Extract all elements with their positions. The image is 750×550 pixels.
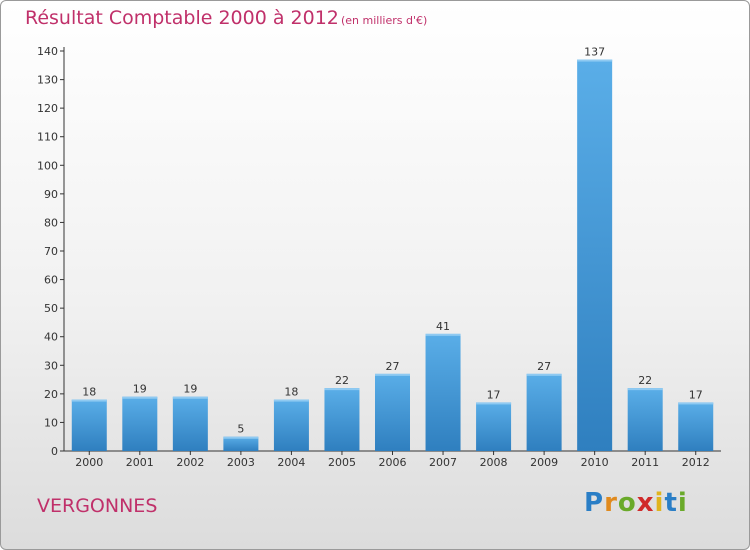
y-tick-label: 60 <box>44 274 58 287</box>
y-tick-label: 130 <box>37 74 58 87</box>
x-tick-label: 2009 <box>530 456 558 469</box>
bar-top-highlight <box>324 388 360 391</box>
data-label: 19 <box>133 383 147 396</box>
proxiti-logo: Proxiti <box>584 488 688 518</box>
x-tick-label: 2010 <box>581 456 609 469</box>
bar-2001 <box>122 396 158 451</box>
y-tick-label: 120 <box>37 102 58 115</box>
commune-name: VERGONNES <box>37 495 158 517</box>
bar-top-highlight <box>476 402 512 405</box>
x-tick-label: 2011 <box>631 456 659 469</box>
logo-letter: i <box>654 488 665 518</box>
bar-2012 <box>678 402 714 451</box>
bar-top-highlight <box>678 402 714 405</box>
bar-top-highlight <box>577 59 613 62</box>
data-label: 27 <box>537 360 551 373</box>
bar-2004 <box>273 399 309 451</box>
y-tick-label: 0 <box>51 445 58 458</box>
y-tick-label: 40 <box>44 331 58 344</box>
chart-title: Résultat Comptable 2000 à 2012 <box>25 7 339 29</box>
data-label: 17 <box>487 388 501 401</box>
x-tick-label: 2008 <box>480 456 508 469</box>
x-tick-label: 2001 <box>126 456 154 469</box>
x-tick-label: 2003 <box>227 456 255 469</box>
y-tick-label: 90 <box>44 188 58 201</box>
bar-2010 <box>577 59 613 451</box>
logo-letter: x <box>636 488 655 518</box>
bar-top-highlight <box>627 388 663 391</box>
x-tick-label: 2005 <box>328 456 356 469</box>
logo-letter: r <box>604 488 618 518</box>
y-tick-label: 10 <box>44 416 58 429</box>
data-label: 22 <box>638 374 652 387</box>
bar-top-highlight <box>273 399 309 402</box>
y-tick-label: 70 <box>44 245 58 258</box>
x-tick-label: 2007 <box>429 456 457 469</box>
x-tick-label: 2000 <box>75 456 103 469</box>
logo-letter: t <box>664 488 678 518</box>
x-tick-label: 2004 <box>277 456 305 469</box>
data-label: 18 <box>284 386 298 399</box>
data-label: 18 <box>82 386 96 399</box>
y-tick-label: 110 <box>37 131 58 144</box>
bar-2007 <box>425 333 461 451</box>
data-label: 27 <box>386 360 400 373</box>
data-label: 137 <box>584 46 605 59</box>
y-tick-label: 80 <box>44 216 58 229</box>
bar-top-highlight <box>526 373 562 376</box>
bar-2005 <box>324 388 360 451</box>
bar-2002 <box>172 396 208 451</box>
bar-top-highlight <box>223 436 259 439</box>
data-label: 22 <box>335 374 349 387</box>
bar-top-highlight <box>71 399 107 402</box>
bar-top-highlight <box>375 373 410 376</box>
chart-unit: (en milliers d'€) <box>341 14 428 27</box>
data-label: 19 <box>183 383 197 396</box>
y-tick-label: 20 <box>44 388 58 401</box>
bar-top-highlight <box>425 333 461 336</box>
bar-2000 <box>71 399 107 451</box>
bar-top-highlight <box>172 396 208 399</box>
y-tick-label: 100 <box>37 159 58 172</box>
y-tick-label: 50 <box>44 302 58 315</box>
logo-letter: P <box>584 488 605 518</box>
logo-letter: i <box>677 488 688 518</box>
data-label: 41 <box>436 320 450 333</box>
bar-2003 <box>223 436 259 451</box>
bar-2006 <box>375 373 410 451</box>
data-label: 5 <box>237 423 244 436</box>
logo-letter: o <box>617 488 637 518</box>
bar-top-highlight <box>122 396 158 399</box>
bar-2011 <box>627 388 663 451</box>
bar-2009 <box>526 373 562 451</box>
y-tick-label: 140 <box>37 45 58 58</box>
data-label: 17 <box>689 388 703 401</box>
bar-2008 <box>476 402 512 451</box>
x-tick-label: 2012 <box>682 456 710 469</box>
x-tick-label: 2002 <box>176 456 204 469</box>
y-tick-label: 30 <box>44 359 58 372</box>
x-tick-label: 2006 <box>379 456 407 469</box>
